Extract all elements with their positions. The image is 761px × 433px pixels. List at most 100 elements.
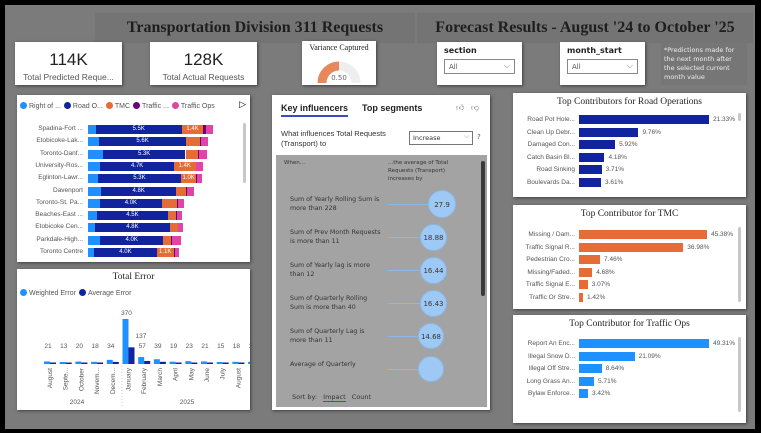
bar-segment[interactable] <box>174 248 180 257</box>
bar-segment[interactable]: 4.5K <box>97 211 168 221</box>
bar-segment[interactable] <box>88 198 100 208</box>
average-bar[interactable] <box>128 347 135 364</box>
sort-impact[interactable]: Impact <box>323 393 346 402</box>
bar-segment[interactable] <box>167 211 177 221</box>
bar-segment[interactable] <box>88 186 102 196</box>
bar[interactable] <box>579 339 709 348</box>
kpi-predicted[interactable]: 114K Total Predicted Reque... <box>15 42 122 85</box>
bar[interactable] <box>579 140 616 149</box>
scrollbar[interactable] <box>481 161 485 296</box>
bar-segment[interactable]: 5.3K <box>98 174 181 184</box>
bar-segment[interactable] <box>199 137 202 147</box>
bar-segment[interactable] <box>88 248 95 257</box>
bar-segment[interactable]: 1.0K <box>180 174 197 184</box>
gauge-card[interactable]: Variance Captured 0.50 <box>302 41 376 85</box>
bar[interactable] <box>579 242 684 252</box>
bar-segment[interactable]: 1.4K <box>181 125 204 134</box>
bar-segment[interactable]: 4.0K <box>94 248 157 257</box>
average-bar[interactable] <box>238 362 245 365</box>
average-bar[interactable] <box>159 361 166 364</box>
legend-item[interactable]: Road O... <box>63 102 103 110</box>
bar-segment[interactable] <box>88 125 96 134</box>
average-bar[interactable] <box>81 362 88 365</box>
weighted-bar[interactable] <box>153 359 160 364</box>
influencer-text[interactable]: Sum of Prev Month Requests is more than … <box>290 229 381 245</box>
legend-item[interactable]: Traffic ... <box>133 102 169 110</box>
weighted-bar[interactable] <box>138 357 145 364</box>
bar[interactable] <box>579 230 707 239</box>
influencer-text[interactable]: Average of Quarterly <box>290 361 356 368</box>
influence-bubble[interactable]: 18.88 <box>420 223 447 251</box>
bar-segment[interactable] <box>185 149 198 159</box>
bar-segment[interactable] <box>187 186 195 196</box>
month-dropdown[interactable]: All ⌵ <box>567 59 638 74</box>
bar-segment[interactable] <box>171 235 173 245</box>
weighted-bar[interactable] <box>201 361 207 364</box>
bar-segment[interactable] <box>88 211 98 221</box>
bar-segment[interactable]: 4.8K <box>101 186 177 196</box>
bar-segment[interactable] <box>196 161 204 171</box>
weighted-bar[interactable] <box>59 362 66 364</box>
bar-segment[interactable] <box>203 125 206 134</box>
influencer-text[interactable]: Sum of Quarterly Rolling Sum is more tha… <box>290 295 368 311</box>
bar-segment[interactable]: 4.8K <box>95 223 170 233</box>
bar-segment[interactable] <box>162 235 172 245</box>
bar[interactable] <box>579 364 602 373</box>
weighted-bar[interactable] <box>169 361 176 364</box>
bar-segment[interactable] <box>195 161 197 171</box>
bar-segment[interactable]: 5.6K <box>98 137 187 147</box>
kpi-actual[interactable]: 128K Total Actual Requests <box>150 42 257 85</box>
bar-segment[interactable] <box>88 161 101 171</box>
legend-item[interactable]: Average Error <box>78 289 131 297</box>
bar[interactable] <box>579 280 588 289</box>
bar-segment[interactable] <box>176 198 178 208</box>
bar-segment[interactable] <box>197 174 202 184</box>
weighted-bar[interactable] <box>75 361 82 364</box>
average-bar[interactable] <box>65 362 72 365</box>
scrollbar[interactable] <box>243 123 246 183</box>
weighted-bar[interactable] <box>106 359 113 364</box>
weighted-bar[interactable] <box>185 361 192 364</box>
bar-segment[interactable] <box>88 223 96 233</box>
bar-segment[interactable] <box>177 198 184 208</box>
bar-segment[interactable] <box>196 174 198 184</box>
thumbs-down-icon[interactable]: 👎︎ <box>471 103 480 112</box>
bar-segment[interactable] <box>197 149 199 159</box>
bar-segment[interactable] <box>198 149 207 159</box>
bar[interactable] <box>579 351 635 361</box>
bar-segment[interactable]: 4.0K <box>99 198 163 208</box>
average-bar[interactable] <box>175 362 182 365</box>
influencer-text[interactable]: Sum of Quarterly Lag is more than 11 <box>290 328 365 344</box>
tab-top-segments[interactable]: Top segments <box>362 103 423 113</box>
influence-bubble[interactable] <box>418 356 444 382</box>
bar-segment[interactable] <box>172 235 181 245</box>
bar[interactable] <box>579 376 595 386</box>
influence-bubble[interactable]: 16.43 <box>420 289 447 317</box>
bar[interactable] <box>579 255 601 264</box>
bar-segment[interactable] <box>88 149 103 159</box>
scrollbar[interactable] <box>738 113 741 121</box>
bar[interactable] <box>579 389 589 398</box>
increase-dropdown[interactable]: Increase ⌵ <box>409 131 473 145</box>
average-bar[interactable] <box>191 362 198 365</box>
influencer-text[interactable]: Sum of Yearly lag is more than 12 <box>290 262 370 278</box>
sort-count[interactable]: Count <box>351 393 372 401</box>
average-bar[interactable] <box>222 362 229 365</box>
bar[interactable] <box>579 177 601 187</box>
influence-bubble[interactable]: 14.68 <box>418 323 444 349</box>
weighted-bar[interactable] <box>248 361 250 364</box>
influence-bubble[interactable]: 27.9 <box>428 190 456 218</box>
legend-item[interactable]: Traffic Ops <box>171 102 215 110</box>
scrollbar[interactable] <box>738 227 741 302</box>
section-dropdown[interactable]: All ⌵ <box>444 59 515 74</box>
weighted-bar[interactable] <box>232 361 239 364</box>
bar-segment[interactable] <box>169 223 178 233</box>
average-bar[interactable] <box>144 360 151 364</box>
average-bar[interactable] <box>112 361 119 364</box>
bar-segment[interactable] <box>178 223 184 233</box>
bar[interactable] <box>579 292 583 302</box>
weighted-bar[interactable] <box>44 361 50 364</box>
bar-segment[interactable]: 5.3K <box>102 149 186 159</box>
bar-segment[interactable] <box>173 248 175 257</box>
help-icon[interactable]: ? <box>477 133 481 141</box>
